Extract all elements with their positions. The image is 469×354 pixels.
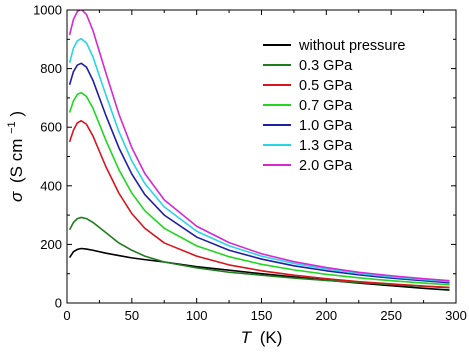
legend-label-0: without pressure — [298, 38, 405, 54]
series-line-1 — [68, 216, 450, 289]
x-tick-label: 200 — [315, 308, 337, 323]
x-tick-label: 100 — [186, 308, 208, 323]
x-tick-label: 0 — [63, 308, 70, 323]
x-axis-title: T (K) — [241, 328, 283, 347]
y-axis-unit-exponent: −1 — [6, 121, 18, 134]
y-axis-unit-prefix: (S cm — [7, 139, 26, 183]
series-line-2 — [68, 119, 450, 289]
legend-label-4: 1.0 GPa — [299, 118, 353, 134]
legend-label-5: 1.3 GPa — [299, 138, 353, 154]
legend-label-1: 0.3 GPa — [299, 58, 353, 74]
legend-label-2: 0.5 GPa — [299, 78, 353, 94]
x-tick-label: 300 — [445, 308, 467, 323]
y-tick-label: 200 — [40, 237, 62, 252]
y-tick-label: 0 — [55, 296, 62, 311]
x-tick-label: 250 — [380, 308, 402, 323]
y-tick-label: 400 — [40, 178, 62, 193]
y-axis-symbol: σ — [7, 191, 26, 202]
legend-label-6: 2.0 GPa — [299, 158, 353, 174]
x-axis-unit: (K) — [260, 328, 283, 347]
legend: without pressure 0.3 GPa 0.5 GPa 0.7 GPa 1.0… — [263, 38, 405, 174]
y-tick-label: 800 — [40, 61, 62, 76]
series-line-4 — [68, 62, 450, 284]
y-tick-label: 1000 — [33, 3, 62, 18]
y-axis-title: σ (S cm −1 ) — [0, 111, 26, 202]
x-tick-label: 150 — [251, 308, 273, 323]
ticks-layer: 0 50 100 150 200 250 300 0 200 400 600 800 1000 — [33, 3, 467, 324]
series-line-5 — [68, 37, 450, 283]
x-tick-label: 50 — [125, 308, 139, 323]
series-line-3 — [68, 91, 450, 286]
legend-label-3: 0.7 GPa — [299, 98, 353, 114]
y-tick-label: 600 — [40, 120, 62, 135]
x-axis-symbol: T — [241, 328, 253, 347]
y-axis-unit-suffix: ) — [7, 111, 26, 117]
